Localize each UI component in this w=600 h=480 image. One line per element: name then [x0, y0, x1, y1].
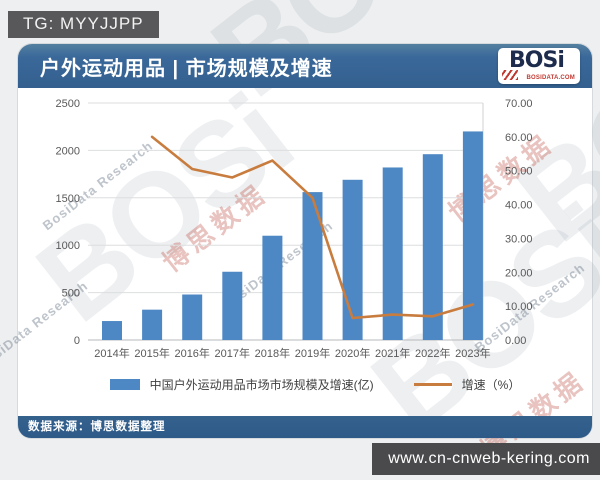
bosi-logo-stripes-icon: [502, 70, 518, 80]
growth-line: [150, 135, 475, 320]
data-source: 数据来源：博思数据整理: [18, 416, 592, 438]
card-header: 户外运动用品 | 市场规模及增速 BOSi BOSIDATA.COM: [18, 44, 592, 88]
site-url-badge: www.cn-cnweb-kering.com: [372, 443, 600, 475]
left-axis-tick: 1000: [56, 240, 80, 252]
x-axis-label: 2021年: [375, 346, 410, 360]
right-axis-tick: 30.00: [505, 233, 533, 245]
bosi-logo-domain: BOSIDATA.COM: [526, 75, 575, 81]
right-axis-tick: 70.00: [505, 98, 533, 110]
x-axis-label: 2019年: [295, 346, 330, 360]
bar-2021年: [382, 167, 403, 340]
right-axis-tick: 10.00: [505, 301, 533, 313]
bar-2019年: [302, 192, 323, 340]
left-axis-tick: 1500: [56, 193, 80, 205]
bar-2015年: [142, 309, 163, 340]
right-axis-tick: 40.00: [505, 200, 533, 212]
left-axis-tick: 2500: [56, 98, 80, 110]
bar-2018年: [262, 235, 283, 340]
x-axis-label: 2020年: [335, 346, 370, 360]
chart-area: 0 500 1000 1500 2000 2500 0.00 10.00 20.00 30.00 4…: [18, 88, 592, 416]
chart-card: 户外运动用品 | 市场规模及增速 BOSi BOSIDATA.COM 0 500 1…: [18, 44, 592, 438]
right-axis-tick: 0.00: [505, 335, 526, 347]
x-axis-label: 2014年: [94, 346, 129, 360]
bar-2023年: [462, 131, 483, 340]
x-axis-label: 2018年: [255, 346, 290, 360]
right-axis-tick: 50.00: [505, 166, 533, 178]
legend-bar-swatch: [109, 379, 140, 390]
chart-plot: 0 500 1000 1500 2000 2500 0.00 10.00 20.00 30.00 4…: [56, 98, 533, 360]
legend-line-label: 增速（%）: [461, 378, 521, 392]
bosi-logo: BOSi BOSIDATA.COM: [498, 48, 580, 84]
x-axis-label: 2022年: [415, 346, 450, 360]
left-axis-tick: 2000: [56, 145, 80, 157]
bar-2017年: [222, 271, 243, 340]
right-axis-tick: 20.00: [505, 267, 533, 279]
x-axis-label: 2023年: [455, 346, 490, 360]
legend-bar-label: 中国户外运动用品市场市场规模及增速(亿): [149, 378, 374, 392]
x-axis-label: 2016年: [174, 346, 209, 360]
bosi-logo-text: BOSi: [509, 48, 565, 73]
chart-legend: 中国户外运动用品市场市场规模及增速(亿) 增速（%）: [18, 376, 592, 393]
left-axis-tick: 0: [74, 335, 80, 347]
bar-2016年: [182, 294, 203, 340]
bar-2014年: [102, 321, 122, 340]
legend-line-swatch: [413, 383, 452, 386]
tg-badge: TG: MYYJJPP: [8, 11, 159, 38]
chart-title: 户外运动用品 | 市场规模及增速: [40, 57, 333, 80]
x-axis-label: 2015年: [134, 346, 169, 360]
x-axis-label: 2017年: [215, 346, 250, 360]
left-axis-tick: 500: [62, 288, 80, 300]
right-axis-tick: 60.00: [505, 132, 533, 144]
bar-2022年: [422, 154, 443, 340]
